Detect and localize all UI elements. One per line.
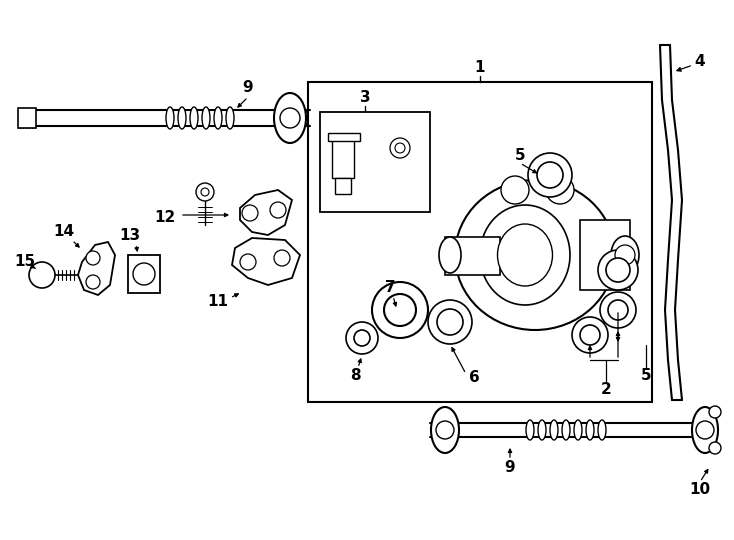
Ellipse shape bbox=[439, 237, 461, 273]
Text: 7: 7 bbox=[385, 280, 396, 295]
Ellipse shape bbox=[202, 107, 210, 129]
Ellipse shape bbox=[274, 93, 306, 143]
Ellipse shape bbox=[166, 107, 174, 129]
Circle shape bbox=[201, 188, 209, 196]
Ellipse shape bbox=[574, 420, 582, 440]
Text: 5: 5 bbox=[515, 147, 526, 163]
Circle shape bbox=[528, 153, 572, 197]
Text: 9: 9 bbox=[243, 80, 253, 96]
Circle shape bbox=[196, 183, 214, 201]
Ellipse shape bbox=[480, 205, 570, 305]
Ellipse shape bbox=[431, 407, 459, 453]
Text: 3: 3 bbox=[360, 91, 371, 105]
Circle shape bbox=[270, 202, 286, 218]
Text: 4: 4 bbox=[694, 55, 705, 70]
Text: 14: 14 bbox=[54, 225, 75, 240]
Circle shape bbox=[580, 325, 600, 345]
Text: 12: 12 bbox=[154, 211, 175, 226]
Bar bbox=[580, 220, 630, 290]
Circle shape bbox=[274, 250, 290, 266]
Text: 5: 5 bbox=[641, 368, 651, 382]
Bar bbox=[18, 108, 36, 128]
Bar bbox=[335, 178, 351, 194]
Text: 13: 13 bbox=[120, 227, 141, 242]
Circle shape bbox=[606, 258, 630, 282]
Text: 1: 1 bbox=[475, 60, 485, 76]
Circle shape bbox=[390, 138, 410, 158]
Ellipse shape bbox=[562, 420, 570, 440]
Circle shape bbox=[598, 250, 638, 290]
Circle shape bbox=[437, 309, 463, 335]
Text: 9: 9 bbox=[505, 461, 515, 476]
Circle shape bbox=[600, 292, 636, 328]
Circle shape bbox=[572, 317, 608, 353]
Ellipse shape bbox=[498, 224, 553, 286]
Circle shape bbox=[86, 251, 100, 265]
Circle shape bbox=[436, 421, 454, 439]
Ellipse shape bbox=[586, 420, 594, 440]
Circle shape bbox=[133, 263, 155, 285]
Text: 2: 2 bbox=[600, 382, 611, 397]
Bar bbox=[308, 82, 652, 402]
Text: 6: 6 bbox=[468, 370, 479, 386]
Ellipse shape bbox=[611, 236, 639, 274]
Text: 10: 10 bbox=[689, 483, 711, 497]
Bar bbox=[445, 237, 500, 275]
Circle shape bbox=[240, 254, 256, 270]
Circle shape bbox=[696, 421, 714, 439]
Circle shape bbox=[537, 162, 563, 188]
Circle shape bbox=[608, 300, 628, 320]
Ellipse shape bbox=[538, 420, 546, 440]
Text: 15: 15 bbox=[15, 254, 35, 269]
Bar bbox=[332, 140, 354, 178]
Ellipse shape bbox=[550, 420, 558, 440]
Bar bbox=[128, 255, 160, 293]
Bar bbox=[328, 133, 360, 141]
Circle shape bbox=[709, 406, 721, 418]
Circle shape bbox=[280, 108, 300, 128]
Circle shape bbox=[86, 275, 100, 289]
Circle shape bbox=[242, 205, 258, 221]
Circle shape bbox=[29, 262, 55, 288]
Circle shape bbox=[615, 245, 635, 265]
Circle shape bbox=[428, 300, 472, 344]
Ellipse shape bbox=[692, 407, 718, 453]
Ellipse shape bbox=[178, 107, 186, 129]
Text: 11: 11 bbox=[208, 294, 228, 309]
Circle shape bbox=[501, 176, 529, 204]
Bar bbox=[320, 112, 430, 212]
Polygon shape bbox=[78, 242, 115, 295]
Circle shape bbox=[395, 143, 405, 153]
Circle shape bbox=[709, 442, 721, 454]
Ellipse shape bbox=[455, 180, 615, 330]
Circle shape bbox=[546, 176, 574, 204]
Ellipse shape bbox=[526, 420, 534, 440]
Text: 8: 8 bbox=[349, 368, 360, 382]
Polygon shape bbox=[240, 190, 292, 235]
Ellipse shape bbox=[190, 107, 198, 129]
Ellipse shape bbox=[226, 107, 234, 129]
Ellipse shape bbox=[214, 107, 222, 129]
Circle shape bbox=[354, 330, 370, 346]
Circle shape bbox=[346, 322, 378, 354]
Polygon shape bbox=[232, 238, 300, 285]
Ellipse shape bbox=[598, 420, 606, 440]
Circle shape bbox=[372, 282, 428, 338]
Circle shape bbox=[384, 294, 416, 326]
